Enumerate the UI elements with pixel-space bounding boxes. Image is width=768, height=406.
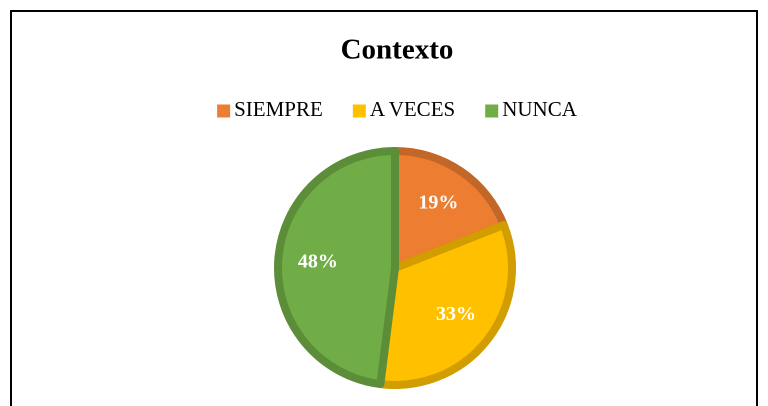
legend-swatch	[352, 104, 366, 118]
legend-label: A VECES	[370, 97, 455, 121]
chart-title: Contexto	[341, 34, 454, 66]
pie-slice	[274, 147, 399, 389]
legend-label: NUNCA	[502, 97, 578, 121]
data-label: 19%	[418, 192, 458, 214]
pie-slice	[391, 147, 508, 272]
pie-slice	[376, 220, 516, 389]
data-label: 33%	[436, 303, 476, 325]
data-label: 48%	[298, 251, 338, 273]
legend-label: SIEMPRE	[234, 97, 323, 121]
legend-swatch	[217, 104, 231, 118]
legend-swatch	[485, 104, 499, 118]
